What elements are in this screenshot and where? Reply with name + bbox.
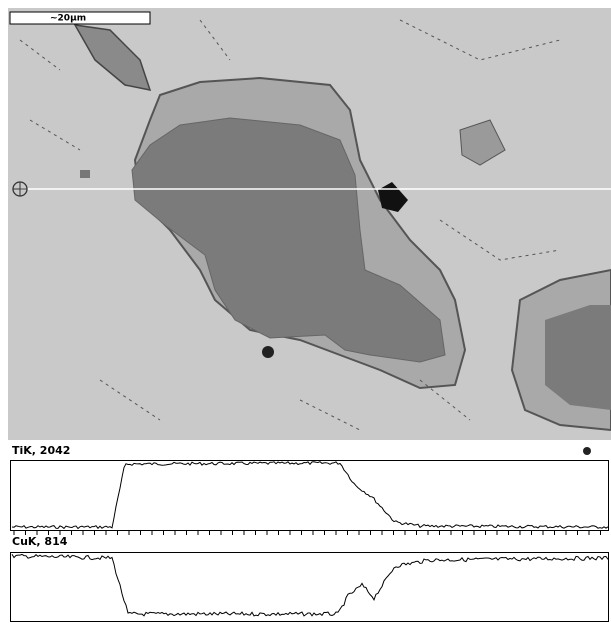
profile-label: CuK, 814 [12,535,68,548]
profile-box [10,552,609,622]
marker-dot [583,447,591,455]
cu-profile [11,553,609,617]
profile-label: TiK, 2042 [12,444,70,457]
tick-axis [13,531,601,535]
micrograph: ~20μm [8,8,611,440]
ti-profile [11,461,609,530]
scale-bar: ~20μm [50,14,86,24]
profile-box [10,460,609,531]
